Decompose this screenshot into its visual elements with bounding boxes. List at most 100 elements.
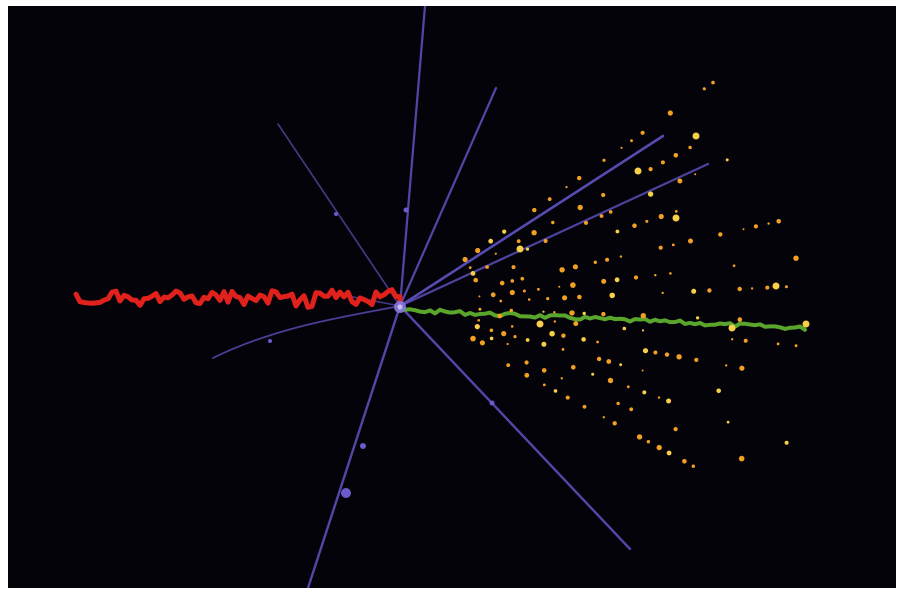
- hit-dot: [609, 292, 615, 299]
- hit-dot: [525, 338, 530, 342]
- hit-dot: [616, 401, 620, 406]
- hit-dot: [577, 175, 582, 181]
- hit-dot: [601, 192, 606, 198]
- hit-dot: [633, 275, 639, 280]
- hit-dot: [537, 287, 540, 291]
- hit-dot: [619, 255, 623, 258]
- hit-dot: [488, 238, 494, 244]
- hit-dot: [577, 204, 583, 211]
- hit-dot: [673, 427, 678, 432]
- hit-dot: [667, 110, 673, 116]
- hit-dot: [702, 87, 706, 91]
- collision-event-image: [8, 6, 896, 588]
- hit-dot: [489, 328, 494, 333]
- hit-dot: [470, 335, 476, 342]
- hit-dot: [784, 285, 788, 289]
- hit-dot: [707, 288, 712, 293]
- hit-dot: [694, 357, 699, 362]
- hit-dot: [725, 364, 728, 367]
- violet-track-upper-left: [277, 123, 401, 307]
- hit-dot: [601, 311, 606, 317]
- hit-dot: [641, 369, 644, 372]
- hit-blob: [772, 282, 780, 290]
- hit-dot: [562, 295, 568, 301]
- green-track: [398, 306, 807, 332]
- hit-dot: [726, 420, 730, 424]
- hit-dot: [737, 286, 742, 292]
- hit-dot: [510, 279, 515, 283]
- hit-dot: [490, 292, 496, 298]
- event-display-svg: [8, 6, 896, 588]
- hit-dot: [547, 197, 552, 202]
- hit-blob: [728, 324, 736, 332]
- hit-dot: [636, 434, 643, 440]
- hit-dot: [612, 421, 617, 426]
- bead: [341, 488, 351, 498]
- hit-dot: [478, 307, 482, 311]
- hit-dot: [648, 167, 653, 172]
- hit-dot: [753, 224, 759, 229]
- hit-dot: [674, 210, 678, 213]
- hit-dot: [794, 344, 798, 348]
- hit-dot: [676, 354, 682, 360]
- hit-dot: [737, 317, 743, 322]
- hit-dot: [599, 214, 604, 218]
- hit-dot: [732, 264, 736, 268]
- hit-dot: [602, 158, 606, 162]
- hit-dot: [671, 243, 675, 247]
- hit-dot: [546, 297, 550, 301]
- hit-dot: [682, 459, 687, 464]
- hit-dot: [462, 256, 468, 263]
- hit-blob: [802, 320, 810, 328]
- hit-dot: [561, 348, 565, 351]
- violet-tracks: [212, 6, 710, 588]
- hit-dot: [525, 247, 530, 251]
- hit-dot: [553, 389, 558, 393]
- hit-dot: [626, 385, 630, 389]
- hit-dot: [509, 289, 515, 296]
- hit-dot: [615, 229, 620, 234]
- hit-dot: [738, 455, 745, 462]
- hit-dot: [560, 377, 563, 380]
- hit-dot: [582, 404, 587, 409]
- hit-dot: [658, 213, 664, 220]
- hit-dot: [793, 255, 799, 261]
- bead: [334, 212, 338, 216]
- bead: [268, 339, 272, 343]
- hit-dot: [711, 80, 715, 85]
- hit-dot: [642, 348, 649, 354]
- hit-dot: [499, 299, 503, 303]
- hit-dot: [743, 338, 748, 343]
- hit-dot: [622, 326, 627, 331]
- hit-dot: [642, 390, 647, 395]
- hit-dot: [688, 238, 693, 244]
- hit-dot: [660, 160, 665, 165]
- hit-dot: [731, 338, 734, 341]
- hit-dot: [475, 247, 481, 254]
- hit-dot: [477, 319, 481, 322]
- hit-dot: [468, 266, 472, 269]
- hit-dot: [542, 310, 545, 313]
- hit-dot: [601, 278, 607, 284]
- hit-dot: [513, 335, 517, 339]
- dark-background: [8, 6, 896, 588]
- hit-dot: [511, 265, 516, 270]
- hit-dot: [716, 388, 721, 394]
- hit-dot: [549, 330, 555, 337]
- bead: [489, 400, 495, 406]
- hit-dot: [551, 220, 555, 225]
- hit-dot: [501, 331, 507, 337]
- hit-dot: [614, 277, 620, 283]
- hit-dot: [725, 158, 729, 162]
- hit-dot: [565, 395, 570, 400]
- red-track: [73, 287, 403, 310]
- hit-dot: [541, 341, 547, 347]
- hit-dot: [784, 440, 789, 445]
- hit-dot: [664, 352, 670, 357]
- hit-dot: [520, 276, 525, 281]
- hit-dot: [542, 383, 546, 387]
- hit-dot: [694, 173, 697, 176]
- hit-dot: [606, 359, 612, 364]
- hit-dot: [561, 333, 566, 338]
